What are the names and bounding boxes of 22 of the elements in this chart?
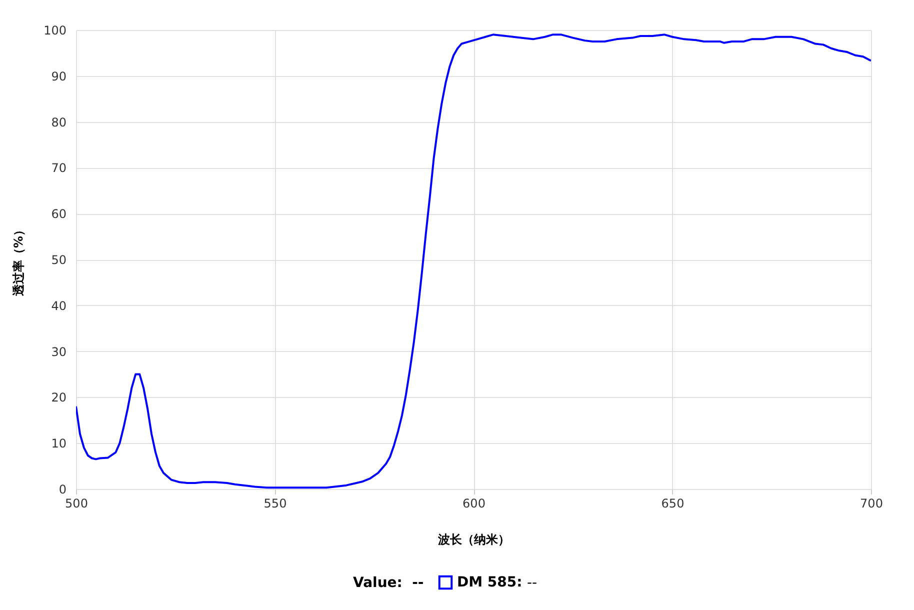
x-tick-label: 600	[462, 496, 486, 510]
y-tick-label: 30	[51, 344, 66, 359]
y-axis-title: 透过率（%）	[12, 224, 26, 298]
x-axis-title: 波长（纳米）	[437, 532, 510, 546]
y-tick-label: 20	[51, 390, 66, 405]
text: Value: --	[353, 575, 424, 591]
y-tick-label: 100	[44, 24, 66, 38]
x-tick-label: 650	[661, 496, 684, 510]
y-tick-label: 70	[51, 161, 66, 176]
y-tick-label: 0	[58, 482, 66, 496]
y-tick-label: 50	[51, 253, 66, 267]
y-tick-label: 60	[51, 207, 66, 222]
legend-label: DM 585:	[457, 574, 522, 590]
y-tick-label: 40	[51, 298, 66, 313]
y-tick-label: 90	[51, 69, 66, 84]
line-series	[76, 34, 871, 489]
x-tick-label: 700	[860, 496, 883, 510]
x-tick-label: 500	[65, 496, 88, 510]
y-tick-label: 80	[51, 115, 66, 130]
x-tick-label: 550	[264, 496, 287, 510]
y-tick-label: 10	[51, 436, 66, 451]
text: --	[527, 575, 538, 591]
